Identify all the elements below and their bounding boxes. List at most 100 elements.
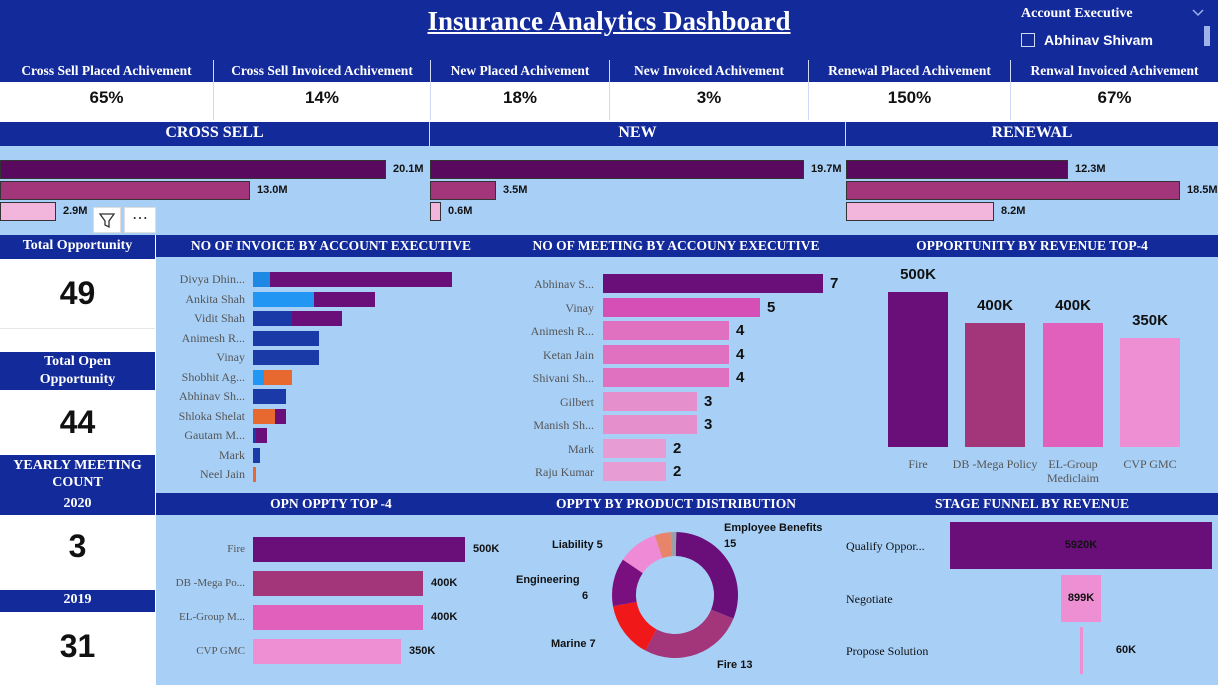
meeting-bar-value: 4: [736, 322, 745, 339]
open-bar-value: 400K: [431, 577, 458, 589]
filter-icon[interactable]: [93, 207, 121, 233]
open-bar: [253, 571, 423, 596]
kpi-divider: [1010, 60, 1011, 120]
invoice-row-label: Vidit Shah: [194, 311, 245, 325]
donut-slice[interactable]: [675, 532, 738, 619]
invoice-bar-segment: [275, 408, 286, 424]
panel-title-bar-2: [156, 493, 1218, 515]
open-bar-value: 350K: [409, 645, 436, 657]
open-bar: [253, 537, 465, 562]
kpi-label-new-invoiced: New Invoiced Achivement: [634, 63, 784, 78]
slicer-label: Account Executive: [1021, 6, 1133, 21]
meeting-row-label: Manish Sh...: [533, 418, 594, 432]
section-title-cross-sell: CROSS SELL: [165, 124, 264, 141]
invoice-row-label: Divya Dhin...: [179, 272, 245, 286]
funnel-bar-value: 899K: [1067, 592, 1095, 604]
section-bar-label: 2.9M: [63, 205, 88, 217]
invoice-row-label: Neel Jain: [200, 467, 245, 481]
open-row-label: EL-Group M...: [179, 611, 245, 623]
meeting-bar-value: 3: [704, 392, 713, 410]
donut-label-marine: Marine 7: [551, 638, 596, 650]
invoice-row-label: Animesh R...: [181, 330, 245, 345]
donut-slice[interactable]: [645, 609, 734, 658]
year-2020-label: 2020: [63, 496, 92, 511]
slicer-option-label[interactable]: Abhinav Shivam: [1044, 32, 1153, 48]
invoice-chart: Divya Dhin... Ankita Shah Vidit Shah Animes…: [156, 262, 506, 490]
meeting-row-label: Animesh R...: [530, 324, 594, 338]
invoice-bar-segment: [253, 408, 275, 424]
cross-sell-bars: 20.1M 13.0M 2.9M: [0, 160, 429, 226]
product-donut-chart: Employee Benefits 15 Fire 13 Marine 7 Engine…: [508, 520, 844, 680]
meeting-bar: [603, 368, 729, 387]
revenue-column-value: 350K: [1132, 312, 1168, 329]
section-divider: [429, 122, 430, 146]
revenue-column-category: EL-Group Mediclaim: [1047, 457, 1099, 485]
section-bar: [846, 202, 994, 221]
year-2019-label: 2019: [63, 592, 92, 607]
revenue-column-category: Fire: [908, 457, 928, 471]
donut-slice[interactable]: [612, 601, 657, 651]
invoice-bar-segment: [253, 350, 319, 365]
open-row-label: CVP GMC: [196, 645, 245, 657]
kpi-label-renewal-invoiced: Renwal Invoiced Achivement: [1030, 63, 1199, 78]
donut-label-employee-benefits-value: 15: [724, 538, 737, 550]
section-title-new: NEW: [618, 124, 657, 141]
revenue-column-value: 500K: [900, 266, 936, 283]
revenue-column-category: DB -Mega Policy: [952, 457, 1038, 471]
meeting-row-label: Abhinav S...: [534, 277, 594, 291]
kpi-value-cross-sell-invoiced: 14%: [304, 88, 340, 107]
invoice-bar-segment: [292, 311, 342, 326]
funnel-stage-label: Negotiate: [846, 592, 893, 606]
section-divider: [845, 122, 846, 146]
meeting-bar: [603, 297, 760, 317]
chevron-down-icon[interactable]: [1191, 6, 1205, 18]
yearly-meeting-header: [0, 455, 155, 515]
invoice-bar-segment: [253, 311, 292, 326]
section-bar: [430, 202, 441, 221]
donut-slice[interactable]: [622, 535, 663, 574]
funnel-bar: [1079, 627, 1083, 674]
section-bar: [430, 181, 496, 200]
slicer-checkbox[interactable]: [1021, 33, 1035, 47]
invoice-bar-segment: [253, 389, 286, 404]
funnel-bar-value: 5920K: [1064, 539, 1098, 551]
meeting-bar-value: 7: [830, 275, 839, 292]
slicer-scrollbar[interactable]: [1204, 26, 1210, 46]
meeting-bar-value: 3: [704, 416, 713, 433]
funnel-stage-label: Qualify Oppor...: [846, 539, 925, 553]
kpi-value-renewal-placed: 150%: [887, 88, 932, 107]
donut-label-liability: Liability 5: [552, 539, 603, 551]
donut-svg: [612, 532, 738, 658]
product-distribution-title: OPPTY BY PRODUCT DISTRIBUTION: [556, 496, 796, 511]
meeting-row-label: Raju Kumar: [535, 465, 594, 479]
total-opportunity-header: [0, 235, 155, 259]
open-row-label: DB -Mega Po...: [175, 577, 245, 589]
more-options-icon[interactable]: ⋯: [124, 207, 156, 233]
invoice-bar-segment: [270, 272, 452, 287]
year-2019-value: 31: [59, 628, 96, 664]
invoice-row-label: Ankita Shah: [185, 291, 245, 306]
meeting-bar: [603, 274, 823, 293]
kpi-label-renewal-placed: Renewal Placed Achivement: [828, 63, 991, 78]
donut-slice[interactable]: [654, 532, 673, 559]
revenue-column: [965, 323, 1025, 447]
revenue-column: [1120, 338, 1180, 447]
section-bar-label: 12.3M: [1075, 163, 1106, 175]
total-open-header: [0, 352, 155, 390]
section-bar: [846, 181, 1180, 200]
donut-slice[interactable]: [670, 532, 677, 557]
invoice-row-label: Mark: [219, 447, 245, 462]
meeting-row-label: Shivani Sh...: [532, 371, 594, 385]
meeting-chart: Abhinav S... 7 Vinay 5 Animesh R... 4 Ketan Ja…: [508, 262, 844, 490]
meeting-bar-value: 4: [736, 345, 745, 363]
total-opportunity-value: 49: [59, 275, 96, 311]
open-top4-chart: Fire 500K DB -Mega Po... 400K EL-Group M... 4…: [156, 520, 506, 680]
funnel-bar: [950, 522, 1212, 569]
funnel-bar: [1061, 575, 1101, 622]
invoice-row-label: Shloka Shelat: [178, 408, 245, 423]
meeting-bar-value: 2: [673, 439, 682, 457]
panel-title-bar: [156, 235, 1218, 257]
kpi-value-cross-sell-placed: 65%: [89, 88, 124, 107]
donut-slice[interactable]: [612, 559, 643, 607]
section-bar-label: 3.5M: [503, 184, 528, 196]
